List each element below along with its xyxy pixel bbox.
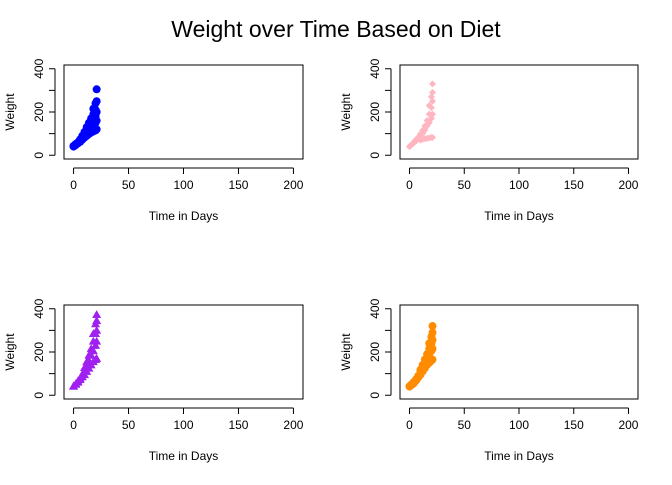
x-tick-label: 50: [122, 418, 136, 432]
x-tick-label: 50: [122, 178, 136, 192]
y-tick-label: 400: [368, 298, 382, 318]
y-tick-label: 200: [32, 102, 46, 122]
y-tick-label: 0: [368, 152, 382, 159]
x-tick-label: 0: [70, 418, 77, 432]
plot-frame: [63, 304, 304, 400]
x-tick-label: 0: [70, 178, 77, 192]
data-point: [92, 116, 101, 125]
y-tick-label: 0: [32, 152, 46, 159]
x-axis-label: Time in Days: [149, 209, 219, 223]
data-point: [429, 80, 437, 88]
x-tick-label: 200: [283, 418, 303, 432]
y-tick-label: 200: [368, 102, 382, 122]
data-point: [91, 341, 101, 349]
x-axis-label: Time in Days: [484, 449, 554, 463]
data-points: [69, 310, 102, 390]
data-point: [429, 134, 437, 142]
data-point: [428, 328, 437, 337]
x-axis-label: Time in Days: [484, 209, 554, 223]
data-point: [88, 346, 98, 355]
data-point: [92, 108, 101, 116]
data-point: [428, 322, 437, 331]
y-tick-label: 200: [368, 342, 382, 362]
y-axis-label: Weight: [339, 93, 353, 131]
data-point: [429, 97, 437, 105]
y-tick-label: 200: [32, 342, 46, 362]
y-axis-label: Weight: [3, 333, 17, 371]
plot-frame: [63, 64, 304, 160]
x-tick-label: 200: [618, 418, 638, 432]
data-point: [92, 125, 101, 134]
data-point: [92, 353, 102, 362]
x-tick-label: 100: [173, 418, 193, 432]
data-point: [92, 310, 102, 318]
chart-panel-1: 0 50 100 150 200 0 200 400 Time in Days Weight: [3, 58, 304, 223]
data-point: [429, 110, 437, 118]
y-tick-label: 0: [32, 392, 46, 399]
data-point: [92, 85, 101, 94]
figure-title: Weight over Time Based on Diet: [171, 16, 501, 42]
y-tick-label: 400: [368, 58, 382, 78]
data-point: [428, 336, 437, 345]
chart-panel-3: 0 50 100 150 200 0 200 400 Time in Days Weight: [3, 298, 304, 463]
y-tick-label: 400: [32, 58, 46, 78]
x-tick-label: 100: [173, 178, 193, 192]
data-points: [406, 80, 437, 151]
x-tick-label: 150: [228, 178, 248, 192]
x-tick-label: 200: [283, 178, 303, 192]
x-tick-label: 150: [564, 418, 584, 432]
data-point: [429, 89, 437, 97]
data-points: [405, 322, 437, 391]
x-tick-label: 0: [406, 418, 413, 432]
x-tick-label: 150: [228, 418, 248, 432]
x-tick-label: 0: [406, 178, 413, 192]
x-tick-label: 50: [458, 418, 472, 432]
data-points: [69, 85, 101, 151]
data-point: [427, 104, 435, 112]
y-axis-label: Weight: [339, 333, 353, 371]
data-point: [428, 344, 437, 353]
x-tick-label: 50: [458, 178, 472, 192]
y-tick-label: 0: [368, 392, 382, 399]
data-point: [428, 355, 437, 364]
plot-frame: [399, 304, 639, 400]
x-tick-label: 200: [618, 178, 638, 192]
data-point: [92, 97, 101, 106]
x-axis-label: Time in Days: [149, 449, 219, 463]
data-point: [92, 316, 102, 325]
chart-panel-2: 0 50 100 150 200 0 200 400 Time in Days Weight: [339, 58, 639, 223]
x-tick-label: 100: [509, 178, 529, 192]
y-tick-label: 400: [32, 298, 46, 318]
x-tick-label: 150: [564, 178, 584, 192]
y-axis-label: Weight: [3, 93, 17, 131]
data-point: [86, 350, 96, 359]
data-point: [92, 325, 102, 334]
plot-frame: [399, 64, 639, 160]
data-point: [92, 336, 102, 345]
x-tick-label: 100: [509, 418, 529, 432]
chart-panel-4: 0 50 100 150 200 0 200 400 Time in Days Weight: [339, 298, 639, 463]
